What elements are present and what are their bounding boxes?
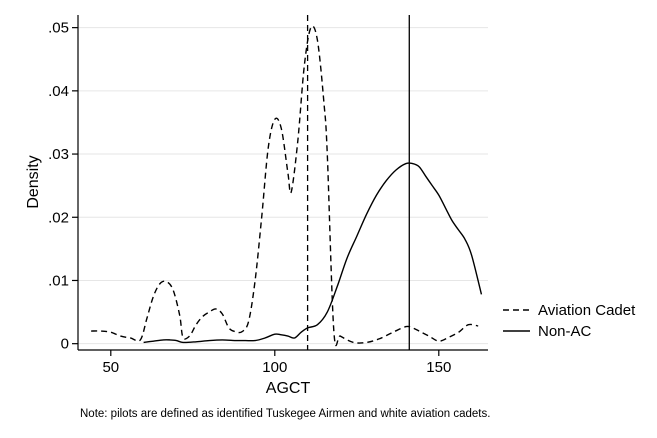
x-tick-label: 100 [262, 359, 287, 376]
legend: Aviation Cadet Non-AC [503, 302, 636, 340]
gridlines [78, 27, 488, 345]
axis-ticks: 0 .01 .02 .03 .04 .05 50 100 150 [48, 20, 451, 376]
y-tick-label: .03 [48, 146, 69, 163]
x-tick-label: 50 [102, 359, 119, 376]
series-line-non-ac [143, 162, 483, 344]
y-tick-label: 0 [61, 336, 69, 353]
y-tick-label: .02 [48, 209, 69, 226]
x-tick-label: 150 [426, 359, 451, 376]
legend-label-non-ac: Non-AC [538, 323, 592, 340]
series-line-aviation-cadet [91, 25, 479, 347]
density-series [91, 25, 483, 347]
y-tick-label: .01 [48, 272, 69, 289]
legend-label-aviation-cadet: Aviation Cadet [538, 302, 636, 319]
reference-lines [306, 15, 410, 350]
axes [77, 15, 488, 351]
x-axis-title: AGCT [266, 380, 311, 397]
figure-note: Note: pilots are defined as identified T… [80, 408, 490, 420]
y-tick-label: .04 [48, 83, 69, 100]
y-axis-title: Density [25, 155, 42, 208]
y-tick-label: .05 [48, 20, 69, 37]
